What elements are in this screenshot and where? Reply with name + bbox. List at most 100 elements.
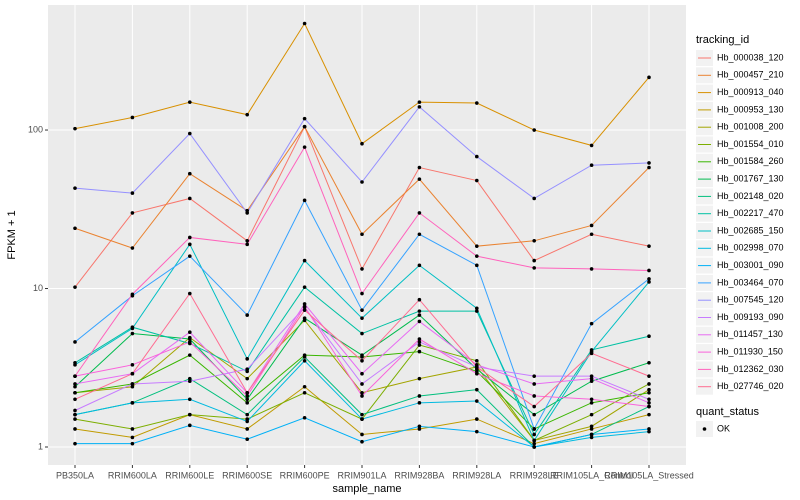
data-point [360,382,364,386]
data-point [188,235,192,240]
data-point [302,390,307,395]
data-point [245,412,249,417]
data-point [360,232,364,237]
data-point [188,397,192,402]
data-point [417,394,422,398]
data-point [245,211,249,215]
data-point [73,285,77,289]
data-point [589,424,594,429]
data-point [417,105,422,109]
data-point [73,226,77,231]
data-point [417,340,422,344]
data-point [360,308,364,312]
data-point [532,266,536,270]
x-tick-label: RRIM928LA [452,470,501,480]
data-point [475,263,479,268]
data-point [647,165,651,170]
data-point [130,427,135,431]
data-point [417,309,422,313]
legend-label: Hb_027746_020 [717,381,784,391]
data-point [475,387,479,392]
data-point [245,112,249,117]
data-point [417,337,422,341]
data-point [130,191,135,195]
data-point [245,437,249,442]
data-point [302,116,307,121]
y-tick-label: 100 [28,124,43,134]
data-point [417,232,422,237]
x-tick-label: RRIM600LA [108,470,157,480]
data-point [532,404,536,409]
legend-label: Hb_009193_090 [717,312,784,322]
data-point [589,397,594,402]
data-point [417,376,422,381]
data-point [130,382,135,386]
data-point [417,319,422,324]
data-point [73,384,77,389]
data-point [647,390,651,395]
data-point [360,417,364,421]
data-point [73,390,77,395]
data-point [302,316,307,320]
data-point [245,401,249,405]
data-point [532,412,536,417]
data-point [130,435,135,440]
data-point [647,427,651,431]
data-point [360,439,364,444]
data-point [417,263,422,268]
data-point [188,340,192,344]
data-point [589,267,594,271]
data-point [417,100,422,104]
data-point [532,196,536,201]
data-point [188,100,192,104]
x-tick-label: RRIM901LA [337,470,386,480]
data-point [360,291,364,296]
data-point [245,357,249,361]
data-point [130,326,135,331]
data-point [302,124,307,129]
data-point [130,441,135,446]
data-point [417,313,422,317]
data-point [73,427,77,431]
data-point [130,401,135,405]
data-point [532,432,536,437]
legend-label: Hb_007545_120 [717,295,784,305]
data-point [188,353,192,357]
data-point [188,254,192,258]
data-point [417,427,422,431]
data-point [302,304,307,309]
data-point [532,441,536,446]
legend-label: Hb_011457_130 [717,329,783,339]
legend-label: Hb_001767_130 [717,173,784,183]
data-point [302,355,307,359]
data-point [532,258,536,263]
data-point [130,363,135,367]
data-point [589,427,594,431]
data-point [302,258,307,263]
legend-label: Hb_000953_130 [717,104,784,114]
data-point [302,198,307,203]
data-point [475,306,479,311]
data-point [360,331,364,336]
data-point [589,401,594,405]
data-point [532,382,536,386]
data-point [302,415,307,420]
data-point [130,292,135,297]
data-point [647,404,651,409]
data-point [532,445,536,449]
y-tick-label: 1 [38,441,43,451]
data-point [360,180,364,184]
data-point [73,126,77,131]
legend-label: Hb_003464_070 [717,277,784,287]
data-point [188,412,192,417]
x-tick-label: RRIM600LE [165,470,214,480]
legend-label: Hb_001554_010 [717,139,784,149]
data-point [589,321,594,326]
x-axis-title: sample_name [332,483,401,495]
data-point [417,177,422,181]
data-point [475,399,479,403]
data-point [188,291,192,296]
data-point [188,242,192,247]
data-point [130,246,135,250]
legend-label: Hb_001584_260 [717,156,784,166]
